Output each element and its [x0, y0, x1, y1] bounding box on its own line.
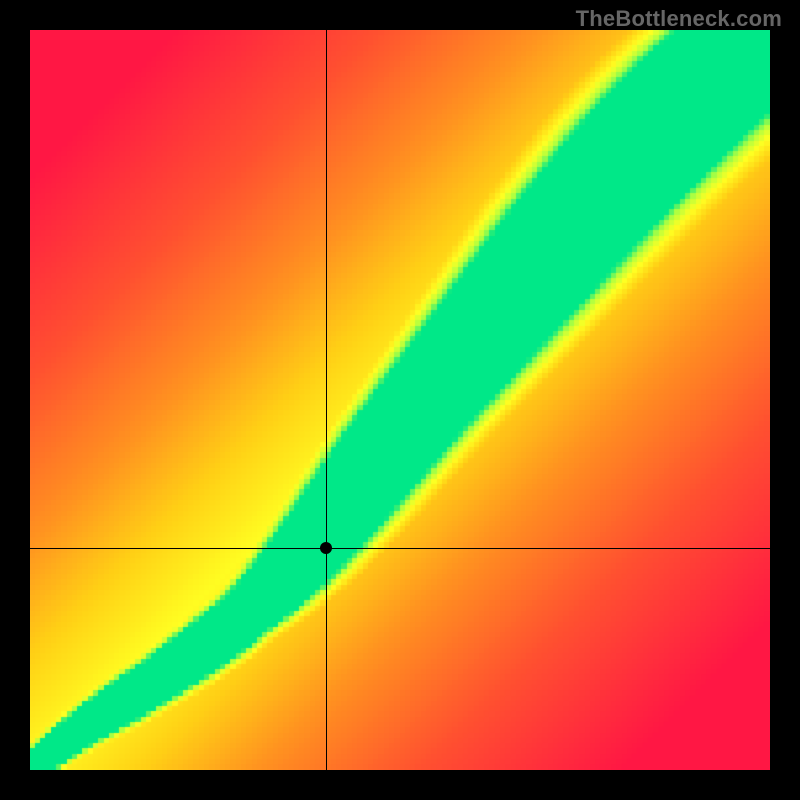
- crosshair-horizontal: [30, 548, 770, 549]
- watermark-text: TheBottleneck.com: [576, 6, 782, 32]
- crosshair-marker: [320, 542, 332, 554]
- heatmap-canvas: [30, 30, 770, 770]
- plot-area: [30, 30, 770, 770]
- crosshair-vertical: [326, 30, 327, 770]
- chart-container: TheBottleneck.com: [0, 0, 800, 800]
